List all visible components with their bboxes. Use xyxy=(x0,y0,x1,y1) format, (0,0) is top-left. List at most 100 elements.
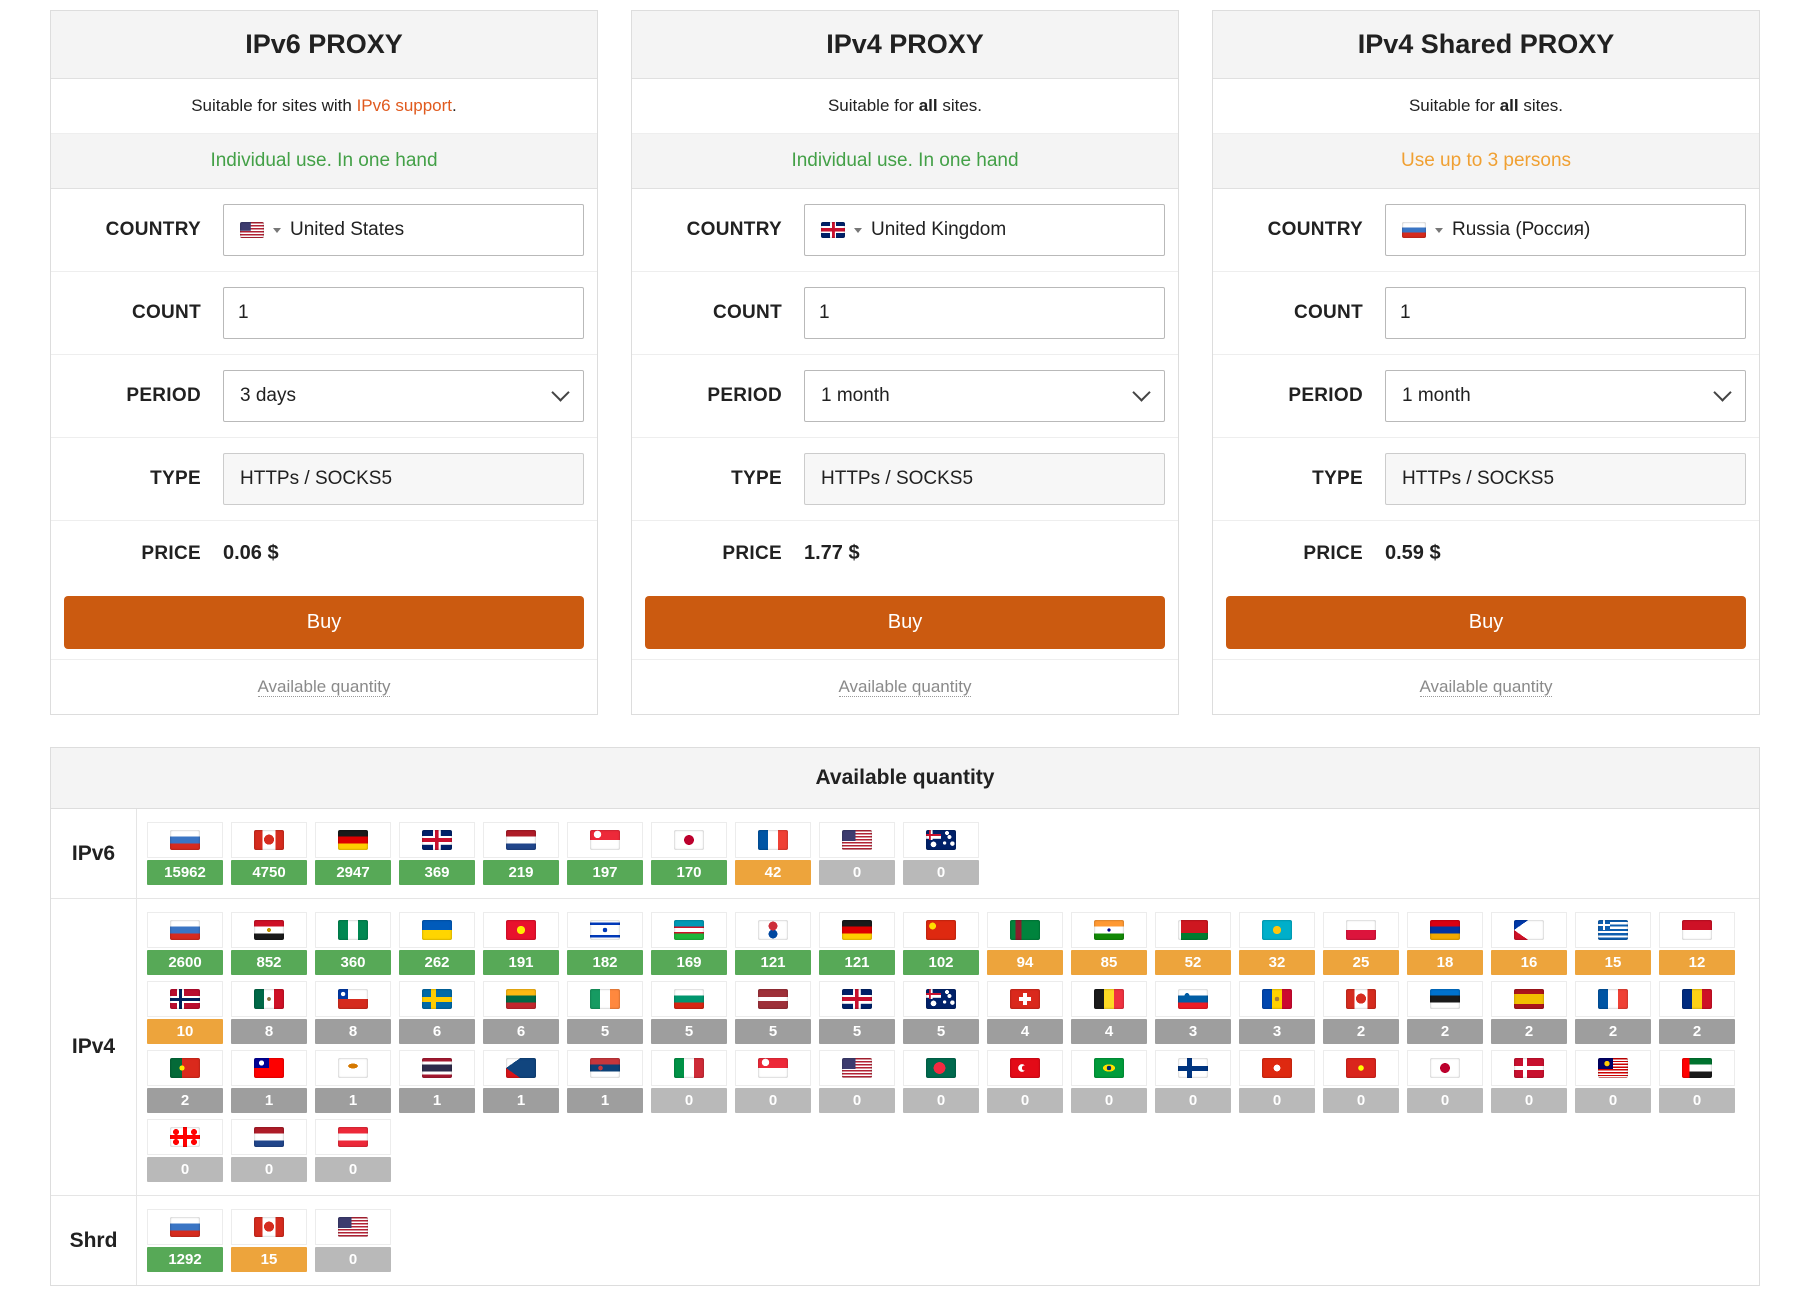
flag-box xyxy=(315,981,391,1017)
period-row: PERIOD 1 month xyxy=(1213,355,1759,438)
quantity-cell: 42 xyxy=(735,822,811,885)
flag-nl-icon xyxy=(506,830,536,850)
quantity-cell: 15962 xyxy=(147,822,223,885)
quantity-cell: 0 xyxy=(1071,1050,1147,1113)
quantity-cell: 169 xyxy=(651,912,727,975)
price-label: PRICE xyxy=(1303,542,1363,564)
quantity-cell: 0 xyxy=(147,1119,223,1182)
quantity-cells: 2600 852 360 262 191 182 169 121 121 102 94 85 52 32 2… xyxy=(137,899,1759,1195)
card-subtitle: Suitable for sites with IPv6 support. xyxy=(51,79,597,134)
flag-box xyxy=(1407,1050,1483,1086)
subtitle-emphasis: all xyxy=(918,96,938,115)
quantity-badge: 169 xyxy=(651,950,727,975)
subtitle-text: Suitable for xyxy=(1408,96,1500,115)
card-title: IPv4 Shared PROXY xyxy=(1213,11,1759,79)
card-title: IPv4 PROXY xyxy=(632,11,1178,79)
count-input[interactable] xyxy=(223,287,584,339)
flag-eg-icon xyxy=(254,920,284,940)
flag-no-icon xyxy=(170,989,200,1009)
available-quantity-link[interactable]: Available quantity xyxy=(1419,677,1553,697)
quantity-cell: 8 xyxy=(315,981,391,1044)
quantity-badge: 1 xyxy=(231,1088,307,1113)
quantity-cell: 262 xyxy=(399,912,475,975)
flag-box xyxy=(1659,1050,1735,1086)
quantity-cell: 2 xyxy=(1323,981,1399,1044)
quantity-cell: 2947 xyxy=(315,822,391,885)
country-select[interactable]: Russia (Россия) xyxy=(1385,204,1746,256)
quantity-badge: 0 xyxy=(903,860,979,885)
buy-button[interactable]: Buy xyxy=(645,596,1165,649)
quantity-cells: 15962 4750 2947 369 219 197 170 42 0 0 xyxy=(137,809,1759,898)
period-value: 3 days xyxy=(240,385,296,406)
quantity-cell: 2600 xyxy=(147,912,223,975)
quantity-badge: 32 xyxy=(1239,950,1315,975)
quantity-badge: 0 xyxy=(1407,1088,1483,1113)
type-field[interactable]: HTTPs / SOCKS5 xyxy=(1385,453,1746,505)
quantity-badge: 25 xyxy=(1323,950,1399,975)
quantity-badge: 2947 xyxy=(315,860,391,885)
quantity-cell: 4 xyxy=(1071,981,1147,1044)
type-label: TYPE xyxy=(1312,468,1363,489)
quantity-badge: 52 xyxy=(1155,950,1231,975)
period-select[interactable]: 1 month xyxy=(1385,370,1746,422)
quantity-cell: 94 xyxy=(987,912,1063,975)
quantity-badge: 5 xyxy=(819,1019,895,1044)
quantity-cell: 16 xyxy=(1491,912,1567,975)
buy-button[interactable]: Buy xyxy=(1226,596,1746,649)
count-input[interactable] xyxy=(1385,287,1746,339)
type-field[interactable]: HTTPs / SOCKS5 xyxy=(223,453,584,505)
flag-ru-icon xyxy=(170,830,200,850)
quantity-cell: 170 xyxy=(651,822,727,885)
count-row: COUNT xyxy=(632,272,1178,355)
subtitle-text: Suitable for sites with xyxy=(191,96,357,115)
caret-down-icon[interactable] xyxy=(1435,227,1443,233)
flag-gr-icon xyxy=(1598,920,1628,940)
quantity-badge: 0 xyxy=(1239,1088,1315,1113)
ipv6-support-link[interactable]: IPv6 support xyxy=(356,96,453,115)
quantity-badge: 0 xyxy=(1491,1088,1567,1113)
available-quantity-link[interactable]: Available quantity xyxy=(257,677,391,697)
period-select[interactable]: 1 month xyxy=(804,370,1165,422)
country-select[interactable]: United Kingdom xyxy=(804,204,1165,256)
buy-button[interactable]: Buy xyxy=(64,596,584,649)
flag-gb-icon xyxy=(821,222,845,238)
quantity-cell: 6 xyxy=(483,981,559,1044)
caret-down-icon[interactable] xyxy=(854,227,862,233)
flag-box xyxy=(1071,981,1147,1017)
flag-box xyxy=(903,981,979,1017)
quantity-badge: 18 xyxy=(1407,950,1483,975)
quantity-cells: 1292 15 0 xyxy=(137,1196,1759,1285)
quantity-cell: 121 xyxy=(819,912,895,975)
type-value: HTTPs / SOCKS5 xyxy=(821,468,974,489)
period-label: PERIOD xyxy=(126,385,201,406)
quantity-badge: 2 xyxy=(1575,1019,1651,1044)
page: IPv6 PROXY Suitable for sites with IPv6 … xyxy=(50,10,1760,1286)
period-select[interactable]: 3 days xyxy=(223,370,584,422)
country-name: United States xyxy=(290,219,405,240)
chevron-down-icon xyxy=(1713,383,1732,402)
quantity-cell: 3 xyxy=(1239,981,1315,1044)
quantity-badge: 1 xyxy=(483,1088,559,1113)
quantity-badge: 182 xyxy=(567,950,643,975)
flag-box xyxy=(819,822,895,858)
type-field[interactable]: HTTPs / SOCKS5 xyxy=(804,453,1165,505)
flag-ru-icon xyxy=(170,920,200,940)
type-row: TYPE HTTPs / SOCKS5 xyxy=(1213,438,1759,521)
flag-ge-icon xyxy=(170,1127,200,1147)
flag-box xyxy=(231,822,307,858)
caret-down-icon[interactable] xyxy=(273,227,281,233)
flag-in-icon xyxy=(1094,920,1124,940)
quantity-badge: 121 xyxy=(819,950,895,975)
flag-box xyxy=(231,912,307,948)
flag-bd-icon xyxy=(926,1058,956,1078)
flag-box xyxy=(987,1050,1063,1086)
country-select[interactable]: United States xyxy=(223,204,584,256)
quantity-cell: 25 xyxy=(1323,912,1399,975)
available-quantity-link[interactable]: Available quantity xyxy=(838,677,972,697)
quantity-cell: 5 xyxy=(651,981,727,1044)
flag-box xyxy=(483,912,559,948)
quantity-badge: 369 xyxy=(399,860,475,885)
quantity-cell: 2 xyxy=(1659,981,1735,1044)
count-input[interactable] xyxy=(804,287,1165,339)
flag-box xyxy=(231,1050,307,1086)
